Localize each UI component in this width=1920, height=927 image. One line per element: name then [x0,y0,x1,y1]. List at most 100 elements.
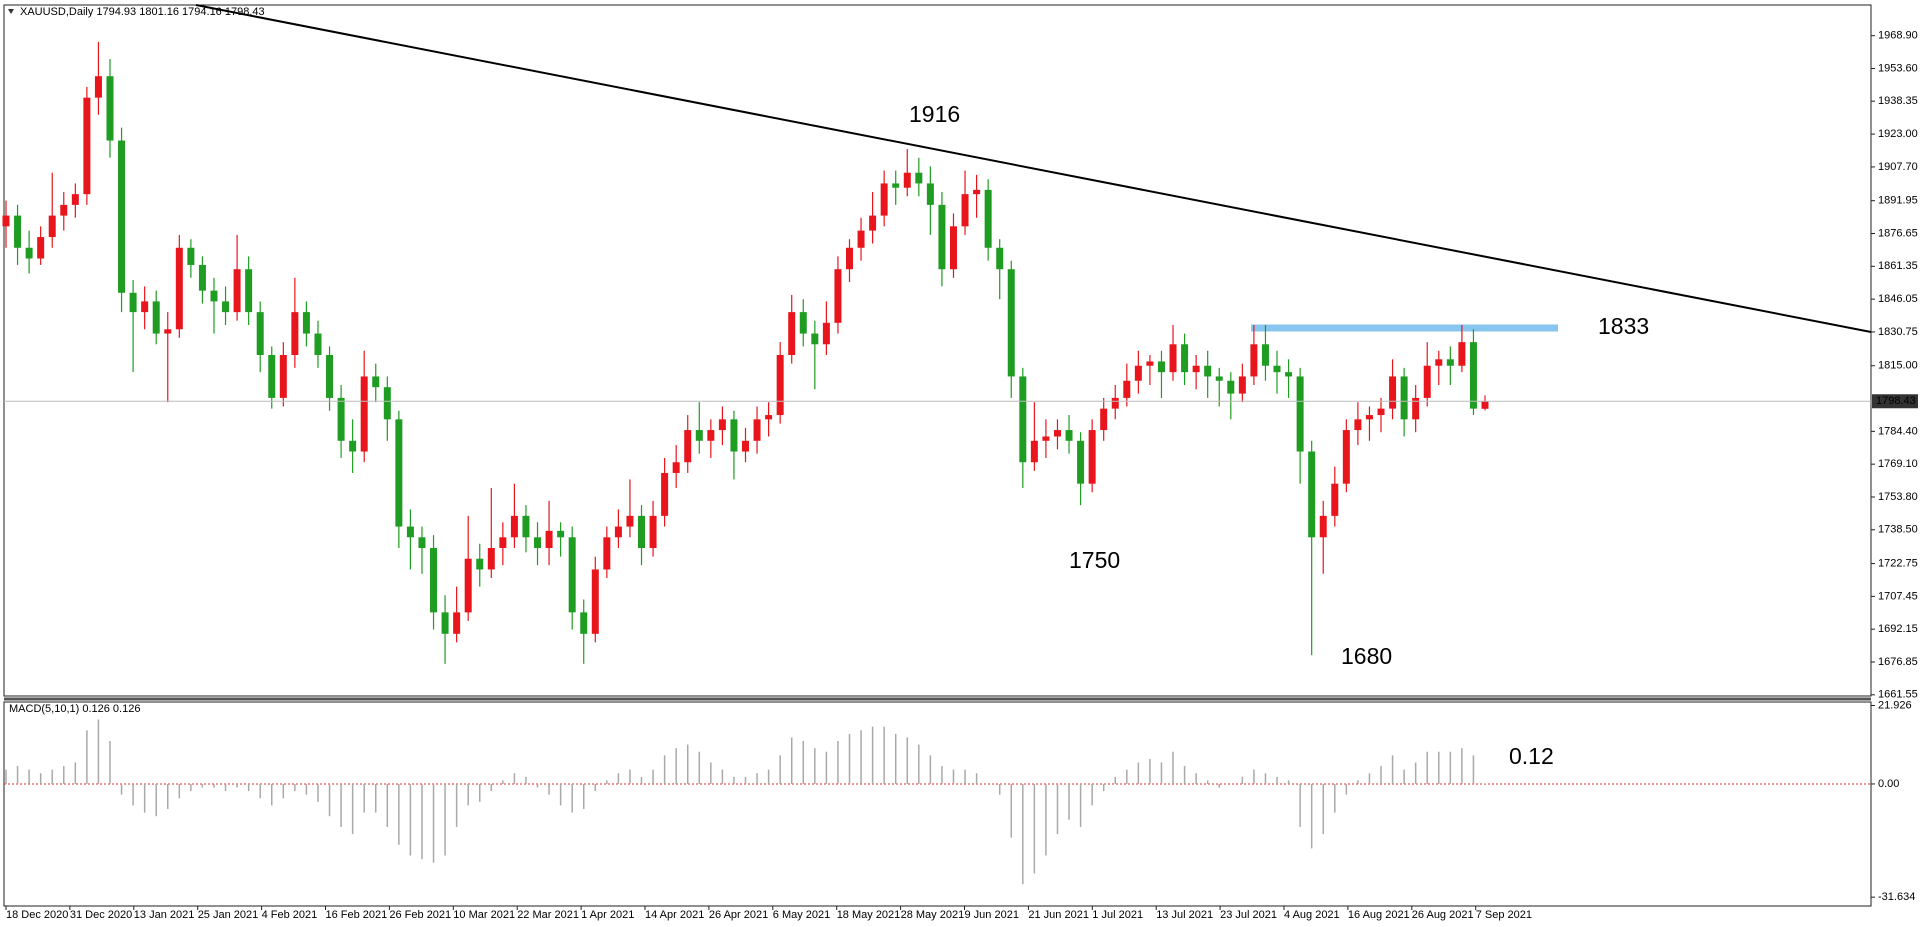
y-tick-label: 1938.35 [1878,95,1918,107]
candle-body [973,189,981,195]
annotation: 1750 [1069,547,1120,573]
candle-body [730,419,738,452]
y-tick-label: 1707.45 [1878,590,1918,602]
candle-body [684,430,692,463]
candle-body [1146,361,1154,366]
candle-body [25,247,33,259]
candle-body [1423,365,1431,398]
candle-body [557,530,565,538]
y-tick-label: 1815.00 [1878,360,1918,372]
candle-body [349,440,357,452]
candle-body [1308,451,1316,538]
x-tick-label: 1 Apr 2021 [581,909,634,921]
candle-body [799,312,807,334]
candle-body [1100,408,1108,431]
candle-body [1296,376,1304,452]
candle-body [1331,483,1339,516]
candle-body [661,472,669,516]
y-tick-label: 1692.15 [1878,623,1918,635]
candle-body [60,204,68,216]
candle-body [903,172,911,188]
x-tick-label: 25 Jan 2021 [198,909,259,921]
x-tick-label: 26 Feb 2021 [389,909,451,921]
candle-body [1400,376,1408,420]
candle-body [118,140,126,293]
candle-body [141,301,149,313]
candle-body [1134,365,1142,381]
candle-body [14,215,22,248]
x-tick-label: 18 Dec 2020 [6,909,68,921]
x-tick-label: 13 Jan 2021 [134,909,195,921]
y-tick-label: 1769.10 [1878,458,1918,470]
candle-body [638,515,646,549]
x-tick-label: 22 Mar 2021 [517,909,579,921]
candle-body [1365,415,1373,420]
price-panel [3,4,1872,697]
x-tick-label: 18 May 2021 [837,909,901,921]
candle-body [1446,359,1454,366]
candle-body [1192,365,1200,373]
candle-body [48,215,56,238]
x-tick-label: 4 Aug 2021 [1284,909,1340,921]
macd-header: MACD(5,10,1) 0.126 0.126 [9,703,140,715]
candle-body [718,419,726,431]
y-tick-label: 1661.55 [1878,689,1918,701]
x-tick-label: 31 Dec 2020 [70,909,132,921]
candle-body [1354,419,1362,431]
candle-body [788,312,796,356]
x-tick-label: 23 Jul 2021 [1220,909,1277,921]
candle-body [1019,376,1027,463]
annotation: 0.12 [1509,743,1554,769]
candle-body [1389,376,1397,409]
x-tick-label: 10 Mar 2021 [453,909,515,921]
candle-body [534,537,542,549]
candle-body [834,269,842,323]
candle-body [106,76,114,141]
y-tick-label: 1953.60 [1878,62,1918,74]
menu-triangle [8,9,14,14]
candle-body [926,183,934,205]
candle-body [175,247,183,330]
candle-body [210,290,218,302]
y-tick-label: 1784.40 [1878,425,1918,437]
candle-body [476,558,484,570]
candle-body [1065,430,1073,441]
candle-body [1261,344,1269,366]
candle-body [1030,440,1038,463]
x-tick-label: 21 Jun 2021 [1028,909,1089,921]
candle-body [1238,376,1246,394]
candle-body [453,612,461,634]
macd-panel [3,701,1872,907]
candle-body [1250,344,1258,377]
candle-body [430,548,438,613]
annotation: 1833 [1598,313,1649,339]
candle-body [949,226,957,270]
current-price-box [1872,394,1918,409]
y-tick-label: 1861.35 [1878,260,1918,272]
candle-body [510,515,518,538]
y-tick-label: 1753.80 [1878,491,1918,503]
candle-body [1088,430,1096,484]
candle-body [996,247,1004,270]
x-tick-label: 16 Aug 2021 [1348,909,1410,921]
candle-body [441,612,449,634]
x-tick-label: 13 Jul 2021 [1156,909,1213,921]
candle-body [1077,440,1085,484]
candle-body [811,333,819,345]
candle-body [268,355,276,398]
candle-body [326,355,334,398]
candle-body [164,329,172,334]
candle-body [1111,397,1119,409]
candle-body [880,183,888,216]
x-tick-label: 26 Apr 2021 [709,909,768,921]
annotation: 1916 [909,101,960,127]
candle-body [499,537,507,549]
y-tick-label: 1968.90 [1878,30,1918,42]
candle-body [1377,408,1385,416]
candle-body [603,537,611,570]
candle-body [83,97,91,195]
candle-body [695,430,703,441]
candle-body [857,230,865,248]
candle-body [892,183,900,188]
